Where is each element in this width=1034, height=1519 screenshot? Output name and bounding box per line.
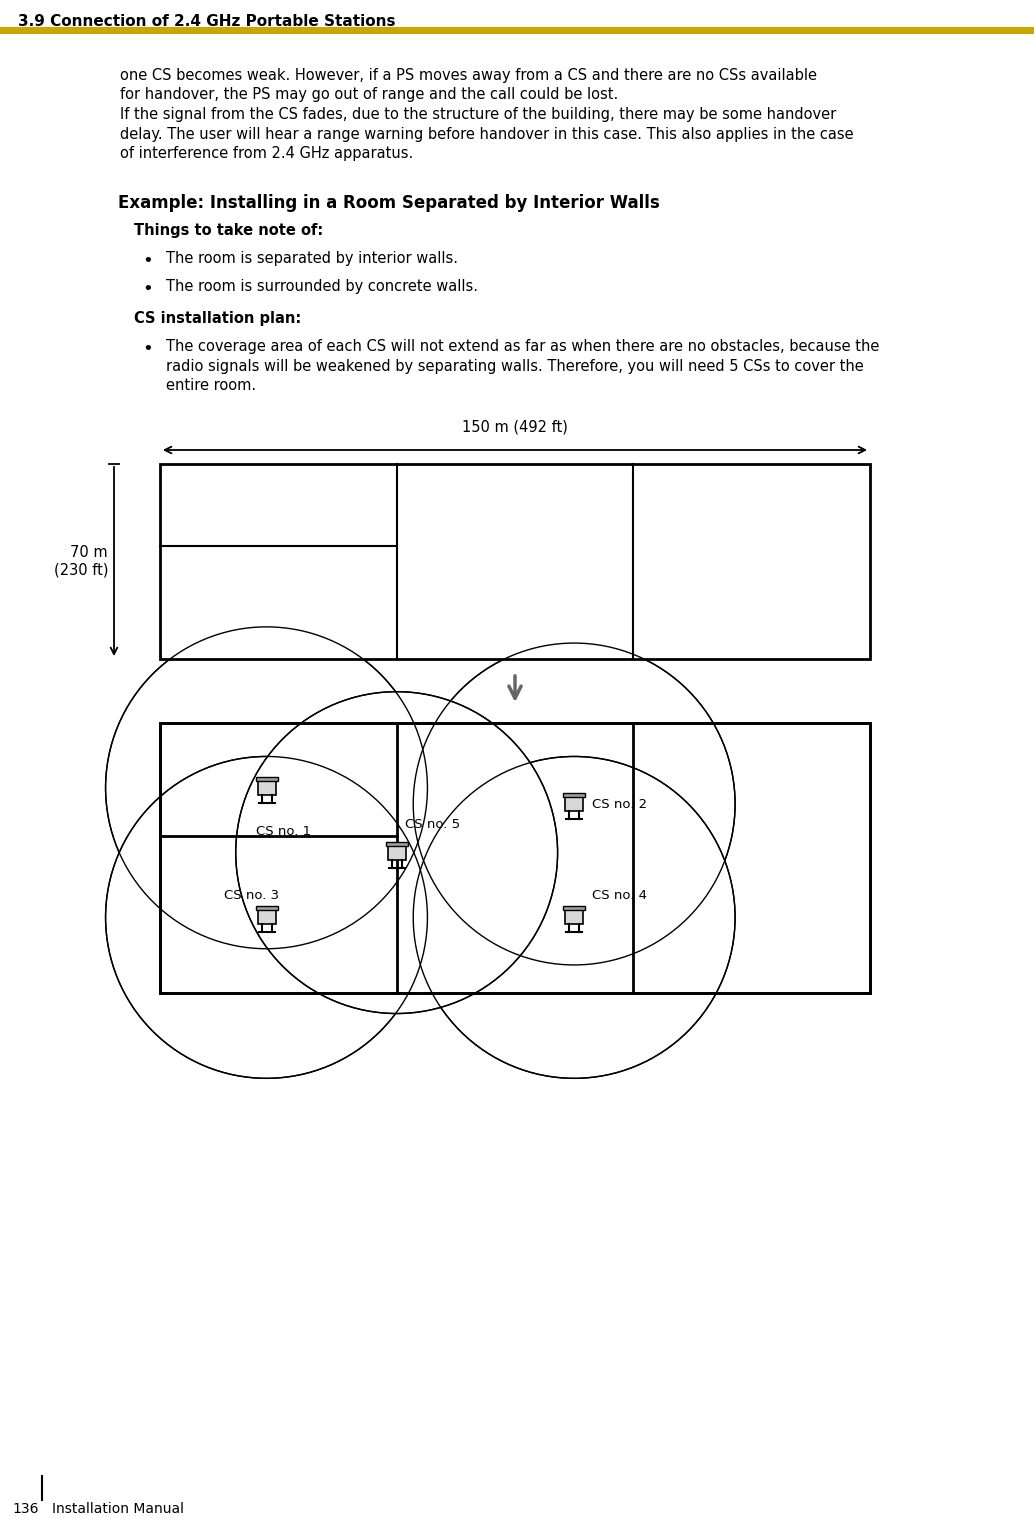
Bar: [160, 723, 870, 993]
Bar: [386, 842, 407, 846]
Text: Example: Installing in a Room Separated by Interior Walls: Example: Installing in a Room Separated …: [118, 193, 660, 211]
Text: Things to take note of:: Things to take note of:: [134, 223, 324, 238]
Bar: [160, 723, 870, 993]
Bar: [564, 793, 585, 797]
Text: •: •: [142, 279, 153, 298]
Circle shape: [105, 627, 427, 949]
Text: CS no. 1: CS no. 1: [256, 825, 311, 838]
Bar: [564, 907, 585, 910]
Bar: [388, 846, 405, 860]
Bar: [255, 776, 277, 781]
Text: CS no. 4: CS no. 4: [592, 889, 647, 902]
Text: entire room.: entire room.: [166, 378, 256, 393]
Text: radio signals will be weakened by separating walls. Therefore, you will need 5 C: radio signals will be weakened by separa…: [166, 358, 863, 374]
Circle shape: [236, 691, 557, 1013]
Bar: [0, 27, 1034, 33]
Text: of interference from 2.4 GHz apparatus.: of interference from 2.4 GHz apparatus.: [120, 146, 414, 161]
Text: delay. The user will hear a range warning before handover in this case. This als: delay. The user will hear a range warnin…: [120, 126, 854, 141]
Text: 3.9 Connection of 2.4 GHz Portable Stations: 3.9 Connection of 2.4 GHz Portable Stati…: [18, 14, 395, 29]
Circle shape: [105, 756, 427, 1078]
Text: •: •: [142, 252, 153, 269]
Text: The room is surrounded by concrete walls.: The room is surrounded by concrete walls…: [166, 279, 478, 295]
Bar: [257, 781, 275, 794]
Text: •: •: [142, 340, 153, 357]
Text: for handover, the PS may go out of range and the call could be lost.: for handover, the PS may go out of range…: [120, 88, 618, 102]
Bar: [160, 463, 870, 659]
Bar: [566, 797, 583, 811]
Text: The coverage area of each CS will not extend as far as when there are no obstacl: The coverage area of each CS will not ex…: [166, 340, 879, 354]
Text: Installation Manual: Installation Manual: [52, 1502, 184, 1516]
Text: CS no. 5: CS no. 5: [404, 819, 460, 831]
Bar: [566, 910, 583, 925]
Bar: [255, 907, 277, 910]
Text: CS installation plan:: CS installation plan:: [134, 311, 301, 327]
Text: one CS becomes weak. However, if a PS moves away from a CS and there are no CSs : one CS becomes weak. However, if a PS mo…: [120, 68, 817, 84]
Text: CS no. 2: CS no. 2: [592, 797, 647, 811]
Text: 70 m
(230 ft): 70 m (230 ft): [54, 545, 108, 577]
Circle shape: [414, 756, 735, 1078]
Circle shape: [414, 643, 735, 965]
Bar: [257, 910, 275, 925]
Text: 136: 136: [12, 1502, 38, 1516]
Text: CS no. 3: CS no. 3: [224, 889, 279, 902]
Text: The room is separated by interior walls.: The room is separated by interior walls.: [166, 252, 458, 266]
Text: 150 m (492 ft): 150 m (492 ft): [462, 419, 568, 434]
Bar: [160, 723, 870, 993]
Text: If the signal from the CS fades, due to the structure of the building, there may: If the signal from the CS fades, due to …: [120, 106, 837, 122]
